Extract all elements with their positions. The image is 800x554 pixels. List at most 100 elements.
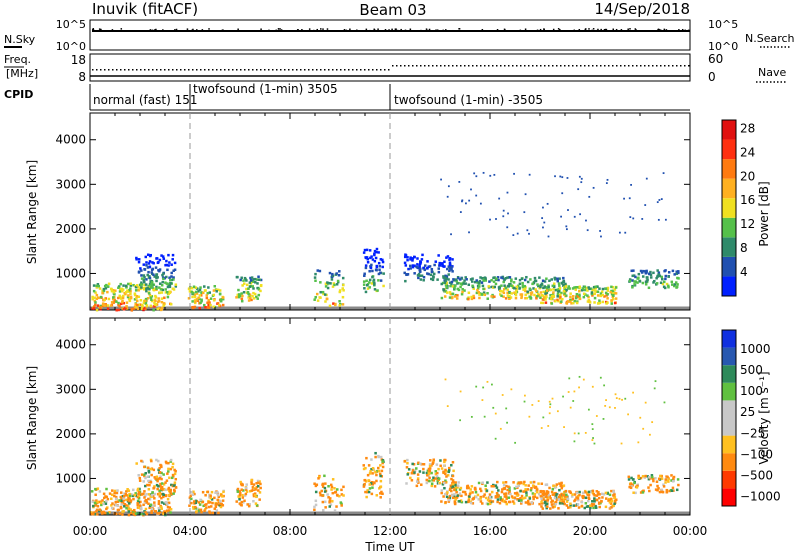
scatter-cell <box>473 486 477 490</box>
scatter-cell <box>156 487 159 491</box>
scatter-cell <box>498 501 502 505</box>
scatter-cell <box>101 291 104 295</box>
scatter-cell <box>497 494 500 497</box>
scatter-cell <box>316 299 320 302</box>
scatter-cell <box>109 304 113 307</box>
scatter-cell <box>163 276 166 280</box>
scatter-cell <box>137 491 141 494</box>
scatter-cell <box>194 501 198 505</box>
scatter-cell <box>221 504 225 507</box>
nsearch-point <box>620 29 623 31</box>
scatter-cell <box>484 484 487 487</box>
scatter-cell <box>248 503 251 506</box>
nave-point <box>136 69 138 71</box>
nave-tick-bottom: 0 <box>708 70 716 84</box>
scatter-cell <box>324 300 327 303</box>
scatter-cell <box>483 415 486 418</box>
scatter-cell <box>449 284 452 288</box>
scatter-cell <box>148 275 151 278</box>
scatter-cell <box>451 461 455 464</box>
scatter-cell <box>509 296 513 299</box>
scatter-cell <box>370 255 373 258</box>
scatter-cell <box>566 497 569 501</box>
scatter-cell <box>321 500 325 504</box>
scatter-cell <box>422 266 425 270</box>
scatter-cell <box>171 287 175 290</box>
scatter-cell <box>379 479 383 483</box>
scatter-cell <box>207 505 211 509</box>
scatter-cell <box>366 261 370 264</box>
scatter-cell <box>331 285 335 288</box>
scatter-cell <box>449 484 453 487</box>
scatter-cell <box>127 294 130 297</box>
scatter-cell <box>374 268 378 272</box>
scatter-cell <box>528 295 531 298</box>
scatter-cell <box>518 278 522 282</box>
scatter-cell <box>157 459 160 463</box>
scatter-cell <box>480 276 484 280</box>
scatter-cell <box>413 264 416 267</box>
scatter-cell <box>379 258 383 261</box>
scatter-cell <box>471 502 475 505</box>
scatter-cell <box>157 468 160 472</box>
scatter-cell <box>105 487 108 491</box>
scatter-cell <box>465 278 468 281</box>
scatter-cell <box>503 284 506 287</box>
scatter-cell <box>190 497 193 501</box>
nsearch-point <box>343 29 346 31</box>
scatter-cell <box>654 488 658 491</box>
scatter-cell <box>148 276 152 280</box>
freq-trace <box>90 65 690 77</box>
colorbar-tick-label: −1000 <box>740 490 781 504</box>
scatter-cell <box>438 481 442 485</box>
scatter-cell <box>610 302 614 305</box>
scatter-cell <box>365 256 369 259</box>
scatter-cell <box>471 280 474 283</box>
scatter-cell <box>328 501 331 504</box>
scatter-cell <box>612 504 615 508</box>
scatter-cell <box>578 286 581 290</box>
scatter-cell <box>200 298 203 302</box>
scatter-cell <box>419 270 422 273</box>
nave-point <box>236 69 238 71</box>
nsearch-point <box>316 28 318 31</box>
nave-point <box>192 69 194 71</box>
scatter-cell <box>656 269 659 272</box>
scatter-cell <box>127 297 131 301</box>
scatter-cell <box>422 467 425 471</box>
scatter-cell <box>193 502 196 505</box>
nave-point <box>168 69 170 71</box>
scatter-cell <box>125 498 128 502</box>
scatter-cell <box>519 502 523 505</box>
scatter-cell <box>496 500 499 504</box>
scatter-cell <box>96 487 100 490</box>
scatter-cell <box>545 506 548 510</box>
scatter-cell <box>251 486 255 489</box>
scatter-cell <box>562 289 566 293</box>
scatter-cell <box>221 499 225 502</box>
scatter-cell <box>519 497 522 500</box>
colorbar-tick-label: −500 <box>740 468 773 482</box>
scatter-cell <box>147 270 150 274</box>
scatter-cell <box>671 269 675 273</box>
scatter-cell <box>375 247 379 251</box>
scatter-cell <box>313 276 317 279</box>
scatter-cell <box>329 503 333 506</box>
scatter-cell <box>584 496 588 500</box>
scatter-cell <box>328 499 332 503</box>
scatter-cell <box>204 494 207 497</box>
scatter-cell <box>324 285 328 288</box>
scatter-cell <box>437 267 441 270</box>
scatter-cell <box>612 494 615 497</box>
scatter-cell <box>544 301 548 304</box>
scatter-cell <box>370 492 374 496</box>
nsearch-point <box>481 28 484 31</box>
scatter-cell <box>91 500 94 503</box>
scatter-cell <box>624 397 627 400</box>
colorbar-tick-label: 500 <box>740 363 763 377</box>
scatter-cell <box>458 181 461 183</box>
scatter-cell <box>156 512 159 515</box>
scatter-cell <box>105 500 108 503</box>
scatter-cell <box>577 286 580 289</box>
scatter-cell <box>599 292 603 295</box>
